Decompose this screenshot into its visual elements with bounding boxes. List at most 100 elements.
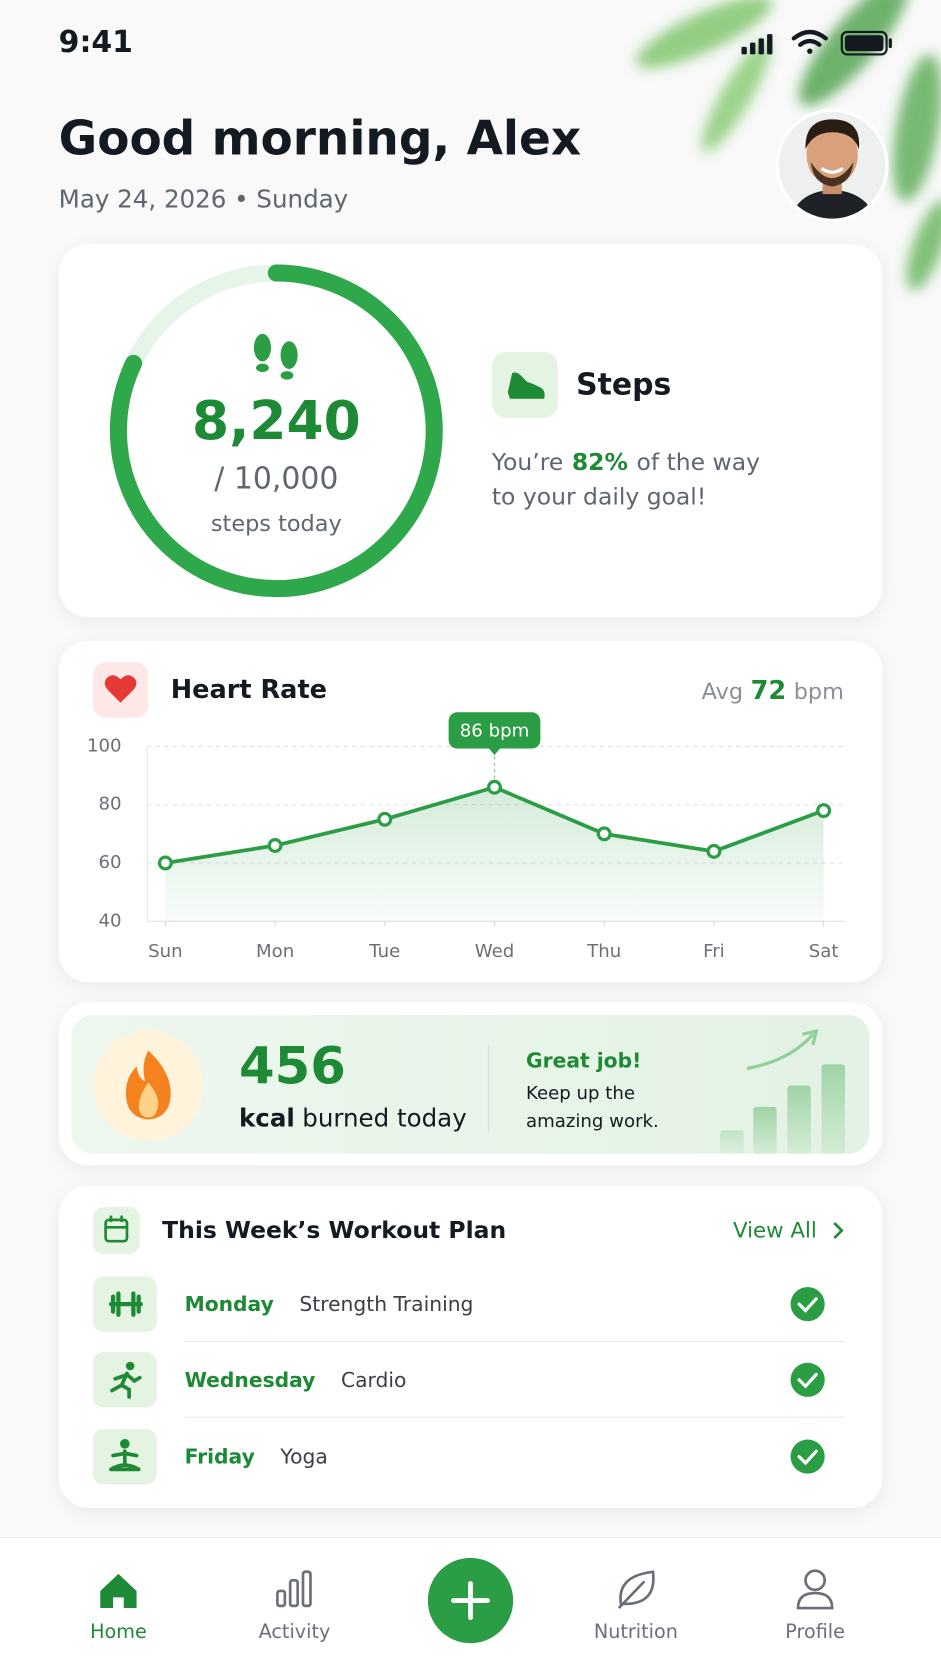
activity-icon-part[interactable] [288, 1578, 299, 1608]
nav-label[interactable]: Activity [259, 1620, 331, 1643]
yoga-icon [109, 1449, 141, 1472]
check-mark [797, 1297, 818, 1313]
steps-message: You’re 82% of the way [491, 447, 760, 475]
data-point [706, 843, 722, 859]
battery-icon [840, 30, 892, 56]
steps-count: 8,240 [192, 389, 361, 452]
nutrition-icon-part[interactable] [617, 1580, 646, 1609]
workout-text: Wednesday Cardio [185, 1367, 407, 1391]
x-tick-label: Wed [475, 941, 515, 962]
calendar-icon [104, 1215, 129, 1243]
heart-rate-average: Avg 72 bpm [702, 676, 844, 706]
y-tick-label: 100 [87, 735, 122, 756]
progress-decoration [720, 1029, 845, 1154]
praise: Great job! [526, 1049, 641, 1073]
y-tick-label: 80 [99, 794, 122, 815]
wifi-icon-part [798, 38, 822, 47]
x-tick-label: Thu [586, 941, 621, 962]
battery-icon-part [844, 35, 884, 52]
praise-message: amazing work. [526, 1111, 659, 1132]
steps-progress-arc [109, 264, 443, 598]
workout-row[interactable]: Wednesday Cardio [92, 1352, 825, 1408]
workout-title: This Week’s Workout Plan [162, 1216, 506, 1244]
nav-label[interactable]: Profile [785, 1620, 845, 1643]
calories-caption-text: burned today [302, 1104, 466, 1133]
calendar-icon-part [104, 1218, 129, 1243]
nutrition-icon-part[interactable] [619, 1570, 655, 1606]
footprints-icon [253, 333, 298, 380]
signal-icon-part [750, 42, 756, 55]
tooltip-box [448, 712, 541, 749]
avatar-part-part[interactable] [810, 162, 854, 187]
activity-icon[interactable] [276, 1570, 312, 1608]
home-icon[interactable] [100, 1573, 137, 1609]
nav-label[interactable]: Home [90, 1620, 147, 1643]
wifi-icon-part [791, 29, 828, 41]
view-all-link-part[interactable] [833, 1222, 844, 1239]
dumbbell-icon [108, 1291, 143, 1317]
workout-day: Wednesday [185, 1367, 316, 1391]
battery-icon-part [840, 30, 888, 56]
profile-icon-part[interactable] [804, 1569, 827, 1592]
workout-text: Monday Strength Training [185, 1292, 474, 1316]
workout-text: Friday Yoga [185, 1444, 328, 1468]
tooltip-text: 86 bpm [460, 721, 530, 742]
wifi-icon-part [807, 48, 813, 54]
steps-ring [109, 264, 443, 598]
check-mark [797, 1449, 818, 1466]
signal-icon [741, 34, 773, 55]
workout-activity: Yoga [279, 1444, 327, 1468]
battery-icon-part [888, 38, 892, 48]
avatar[interactable] [775, 108, 889, 224]
workout-card [58, 1185, 883, 1508]
data-point [157, 855, 173, 871]
progress-decoration-part [787, 1085, 811, 1154]
shoe-icon [507, 372, 545, 399]
activity-icon-part[interactable] [301, 1570, 312, 1608]
percent-text: 82% [572, 447, 628, 475]
calories-unit: kcal [239, 1104, 295, 1133]
view-all-link[interactable]: View All [733, 1219, 844, 1244]
signal-icon-part [758, 38, 764, 55]
footprints-icon-part [280, 371, 294, 380]
progress-decoration-part [746, 1033, 815, 1071]
heart-rate-chart: 40 60 80 100 86 bpm Sun Mon Tue Wed Thu Fri Sat [87, 712, 845, 962]
avg-value: 72 [751, 676, 787, 706]
nutrition-icon[interactable] [617, 1570, 655, 1609]
avg-prefix: Avg [702, 679, 743, 705]
data-point [596, 826, 612, 842]
calories-panel [71, 1015, 870, 1154]
data-point [816, 803, 832, 819]
avatar-part-part[interactable] [820, 167, 844, 174]
workout-row[interactable]: Monday Strength Training [92, 1276, 825, 1332]
runner-icon [110, 1371, 142, 1399]
view-all-text[interactable]: View All [733, 1219, 817, 1244]
date: May 24, 2026 • Sunday [59, 184, 349, 213]
tooltip-pointer [488, 747, 501, 755]
check-icon [790, 1362, 825, 1397]
x-tick-label: Sat [809, 941, 839, 962]
progress-decoration-part [753, 1106, 777, 1154]
workout-row[interactable]: Friday Yoga [92, 1428, 825, 1485]
steps-message-line2: to your daily goal! [492, 482, 706, 510]
signal-icon-part [767, 34, 773, 55]
workout-activity: Cardio [341, 1367, 406, 1391]
workout-day: Friday [185, 1444, 255, 1468]
data-point [377, 811, 393, 827]
steps-title: Steps [576, 368, 671, 403]
progress-decoration-part [801, 1029, 819, 1046]
avatar-part-part[interactable] [805, 119, 860, 150]
profile-icon[interactable] [796, 1569, 834, 1610]
workout-day: Monday [185, 1292, 274, 1316]
heart-icon [104, 675, 137, 703]
add-button[interactable] [427, 1557, 514, 1644]
profile-icon-part[interactable] [796, 1591, 834, 1610]
avg-unit: bpm [794, 679, 844, 705]
heart-rate-title: Heart Rate [171, 675, 327, 705]
nav-label[interactable]: Nutrition [594, 1620, 678, 1643]
footprints-icon-part [256, 363, 269, 373]
activity-icon-part[interactable] [276, 1589, 287, 1608]
signal-icon-part [741, 46, 747, 55]
avatar-part-part[interactable] [806, 123, 858, 186]
